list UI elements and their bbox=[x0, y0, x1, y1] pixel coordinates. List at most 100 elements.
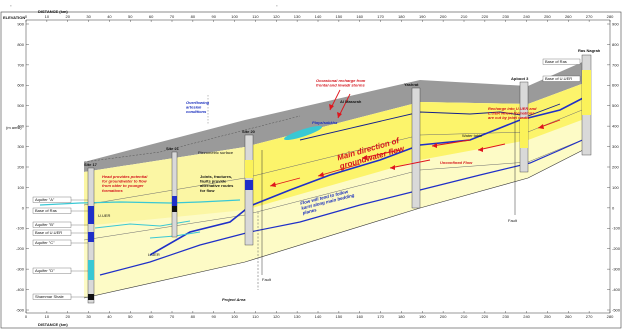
y-tick-left: -200 bbox=[16, 246, 25, 251]
y-tick-left: 500 bbox=[17, 103, 24, 108]
x-tick-bottom: 230 bbox=[502, 314, 509, 319]
x-tick-bottom: 220 bbox=[482, 314, 489, 319]
y-tick-right: -500 bbox=[612, 307, 621, 312]
x-tick-bottom: 140 bbox=[315, 314, 322, 319]
x-tick-bottom: 130 bbox=[294, 314, 301, 319]
discharge-annotation: Recharge into U.UER and L.UER where forma… bbox=[488, 106, 537, 120]
right-layer-labels: Base of Ras Base of U.UER bbox=[542, 58, 581, 82]
x-tick-top: 60 bbox=[149, 14, 154, 19]
y-tick-left: 600 bbox=[17, 83, 24, 88]
x-tick-bottom: 190 bbox=[419, 314, 426, 319]
y-tick-left: 900 bbox=[17, 21, 24, 26]
site17-label: Site 17 bbox=[84, 162, 98, 167]
red-arrowheads bbox=[270, 104, 544, 187]
x-tick-bottom: 100 bbox=[231, 314, 238, 319]
y-tick-left: -500 bbox=[16, 307, 25, 312]
x-tick-top: 80 bbox=[191, 14, 196, 19]
x-tick-top: 40 bbox=[107, 14, 112, 19]
flow-line-lower bbox=[99, 137, 588, 276]
x-tick-top: 90 bbox=[211, 14, 216, 19]
playa-label: Playa/sabkha bbox=[312, 120, 338, 125]
x-tick-bottom: 20 bbox=[65, 314, 70, 319]
elevation-label: ELEVATION bbox=[3, 15, 25, 20]
right-layer-label: Base of Ras bbox=[545, 59, 567, 64]
unsaturated-zone bbox=[84, 60, 587, 172]
x-tick-top: 190 bbox=[419, 14, 426, 19]
x-tick-top: 30 bbox=[86, 14, 91, 19]
y-tick-right: 500 bbox=[612, 103, 619, 108]
piezometric-line bbox=[83, 115, 301, 163]
x-tick-bottom: 180 bbox=[398, 314, 405, 319]
y-tick-right: 300 bbox=[612, 144, 619, 149]
x-tick-bottom: 200 bbox=[440, 314, 447, 319]
left-layer-label: Aquifer "C" bbox=[35, 240, 55, 245]
recharge-annotation: Occasional recharge from frontal and inwa… bbox=[316, 78, 366, 88]
x-tick-bottom: 70 bbox=[170, 314, 175, 319]
x-tick-top: 110 bbox=[252, 14, 259, 19]
site20-label: Site 20 bbox=[242, 129, 256, 134]
x-tick-top: 0 bbox=[25, 14, 28, 19]
left-layer-label: Base of U.UER bbox=[35, 230, 62, 235]
y-tick-left: 100 bbox=[17, 185, 24, 190]
y-tick-right: 0 bbox=[612, 205, 615, 210]
y-tick-left: -400 bbox=[16, 287, 25, 292]
x-tick-top: 260 bbox=[565, 14, 572, 19]
x-tick-bottom: 80 bbox=[191, 314, 196, 319]
x-tick-bottom: 90 bbox=[211, 314, 216, 319]
x-tick-bottom: 50 bbox=[128, 314, 133, 319]
x-tick-bottom: 250 bbox=[544, 314, 551, 319]
left-layer-label: Aquifer "B" bbox=[35, 222, 55, 227]
joints-annotation: Joints, fractures, faults provide alternat… bbox=[200, 174, 234, 193]
x-tick-top: 10 bbox=[45, 14, 50, 19]
site21-label: Site 21 bbox=[166, 146, 180, 151]
units-label: (m amsl) bbox=[6, 125, 22, 130]
well-rasnagrah bbox=[581, 54, 592, 156]
x-tick-top: 140 bbox=[315, 14, 322, 19]
aquifer-a-streak bbox=[39, 199, 241, 206]
distance-label-bottom: DISTANCE (km) bbox=[38, 322, 68, 327]
x-tick-bottom: 270 bbox=[586, 314, 593, 319]
x-tick-bottom: 10 bbox=[45, 314, 50, 319]
head-annotation: Head provides potential for groundwater t… bbox=[102, 174, 148, 193]
top-mark-mid: " bbox=[276, 4, 278, 9]
well-site17 bbox=[87, 167, 95, 304]
yashrat-label: Yashrat bbox=[404, 82, 419, 87]
x-tick-top: 200 bbox=[440, 14, 447, 19]
x-tick-top: 130 bbox=[294, 14, 301, 19]
x-tick-bottom: 60 bbox=[149, 314, 154, 319]
well-site20 bbox=[244, 134, 254, 246]
unconfined-annotation: Unconfined Flow bbox=[440, 160, 473, 165]
y-tick-right: 400 bbox=[612, 124, 619, 129]
x-tick-top: 220 bbox=[482, 14, 489, 19]
x-tick-bottom: 40 bbox=[107, 314, 112, 319]
left-layer-label: Shammar Shale bbox=[35, 294, 64, 299]
well-yashrat bbox=[411, 87, 421, 209]
rasnagrah-label: Ras Nagrah bbox=[578, 48, 601, 53]
x-tick-bottom: 260 bbox=[565, 314, 572, 319]
y-tick-right: -400 bbox=[612, 287, 621, 292]
project-area-label: Project Area bbox=[222, 297, 246, 302]
al-massrah-label: Al Massrah bbox=[340, 99, 362, 104]
y-tick-right: 200 bbox=[612, 164, 619, 169]
x-tick-bottom: 0 bbox=[25, 314, 28, 319]
y-tick-right: -200 bbox=[612, 246, 621, 251]
y-tick-right: 700 bbox=[612, 62, 619, 67]
x-tick-top: 150 bbox=[336, 14, 343, 19]
x-tick-bottom: 30 bbox=[86, 314, 91, 319]
x-tick-top: 70 bbox=[170, 14, 175, 19]
left-layer-label: Aquifer "A" bbox=[35, 197, 55, 202]
y-tick-left: 300 bbox=[17, 144, 24, 149]
y-tick-left: 400 bbox=[17, 124, 24, 129]
x-tick-top: 160 bbox=[356, 14, 363, 19]
x-tick-top: 170 bbox=[377, 14, 384, 19]
overflowing-annotation: Overflowing artesian conditions bbox=[186, 100, 210, 114]
x-tick-bottom: 110 bbox=[252, 314, 259, 319]
y-tick-left: 700 bbox=[17, 62, 24, 67]
l-uer-label: L.UER bbox=[148, 252, 160, 257]
y-ticks: 900 800 700 600 500 400 300 200 100 0 -100 -200 -300… bbox=[16, 21, 621, 312]
water-table-label: Water table bbox=[462, 133, 483, 138]
x-tick-top: 100 bbox=[231, 14, 238, 19]
x-tick-top: 230 bbox=[502, 14, 509, 19]
distance-label-top: DISTANCE (km) bbox=[38, 9, 68, 14]
